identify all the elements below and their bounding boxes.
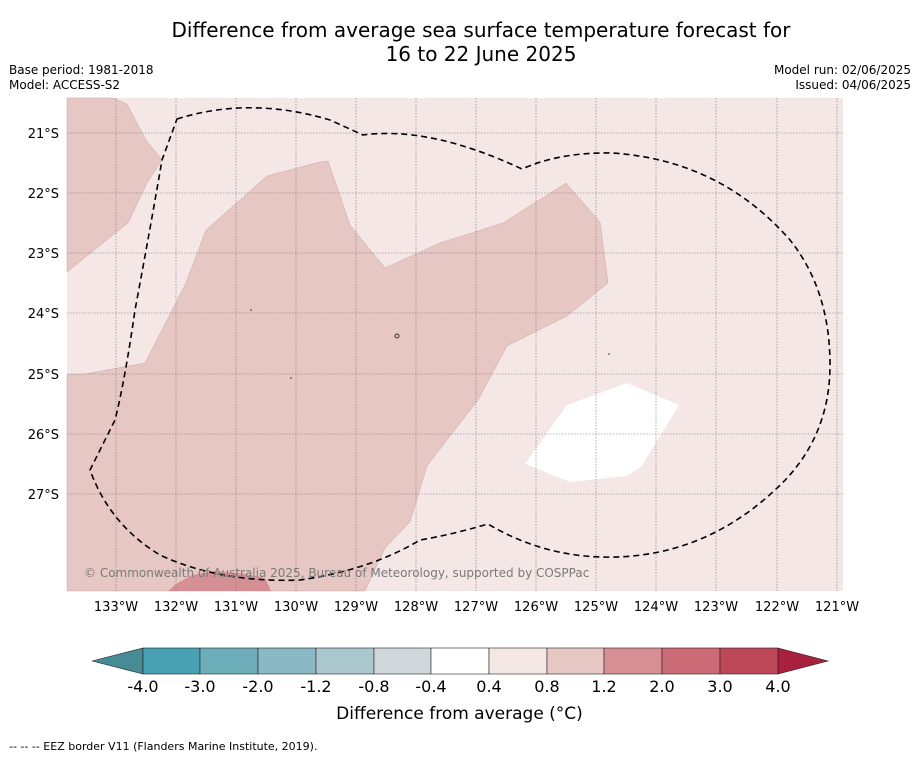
colorbar-segment [661,647,721,675]
model-run: Model run: 02/06/2025 [773,63,911,77]
colorbar-tick-label: -3.0 [184,677,216,696]
latitude-label: 25°S [28,368,59,383]
longitude-label: 128°W [394,600,438,615]
colorbar-tick-label: -4.0 [127,677,159,696]
latitude-label: 26°S [28,428,59,443]
colorbar-tick-label: 0.8 [534,677,560,696]
latitude-label: 22°S [28,187,59,202]
colorbar-segment [199,647,259,675]
colorbar-segment [719,647,779,675]
colorbar-tick-label: -0.4 [415,677,447,696]
issued-date: Issued: 04/06/2025 [795,78,911,92]
longitude-labels: 133°W 132°W 131°W 130°W 129°W 128°W 127°W 126°W… [94,600,859,615]
anomaly-region-near-zero [525,383,679,482]
longitude-label: 132°W [154,600,198,615]
colorbar-segment [603,647,663,675]
colorbar-segment [546,647,605,675]
longitude-label: 126°W [514,600,558,615]
colorbar-segment [488,647,548,675]
colorbar-tick-label: 4.0 [765,677,791,696]
longitude-label: 127°W [454,600,498,615]
longitude-label: 133°W [94,600,138,615]
colorbar-extend-high [777,647,830,675]
contour-speck [290,377,292,379]
colorbar-tick-label: -2.0 [242,677,274,696]
colorbar-tick-label: 0.4 [476,677,502,696]
latitude-label: 21°S [28,127,59,142]
contour-speck [608,353,610,355]
colorbar-tick-label: 3.0 [707,677,733,696]
colorbar-segment [373,647,432,675]
longitude-label: 124°W [634,600,678,615]
latitude-labels: 21°S 22°S 23°S 24°S 25°S 26°S 27°S [28,127,59,503]
meta-right: Model run: 02/06/2025 Issued: 04/06/2025 [774,63,911,93]
latitude-label: 27°S [28,488,59,503]
eez-border [89,106,831,582]
longitude-label: 131°W [214,600,258,615]
map-area: © Commonwealth of Australia 2025, Bureau… [66,97,843,592]
colorbar-tick-label: -0.8 [358,677,390,696]
meta-left: Base period: 1981-2018 Model: ACCESS-S2 [9,63,154,93]
colorbar-tick-label: 1.2 [591,677,617,696]
title-line-1: Difference from average sea surface temp… [171,18,791,42]
model-name: Model: ACCESS-S2 [9,78,121,92]
colorbar-segment [257,647,317,675]
colorbar-segment [430,647,490,675]
colorbar-title: Difference from average (°C) [336,704,583,724]
eez-footer-note: -- -- -- EEZ border V11 (Flanders Marine… [9,740,318,753]
map-title: Difference from average sea surface temp… [0,18,919,66]
anomaly-region-1.2-2.0 [168,571,271,591]
longitude-label: 123°W [694,600,738,615]
colorbar-extend-low [91,647,144,675]
longitude-label: 130°W [274,600,318,615]
gridlines [67,98,843,591]
latitude-label: 23°S [28,247,59,262]
longitude-label: 125°W [574,600,618,615]
longitude-label: 121°W [815,600,859,615]
latitude-label: 24°S [28,307,59,322]
colorbar-segment [315,647,375,675]
colorbar-tick-label: -1.2 [300,677,332,696]
longitude-label: 122°W [755,600,799,615]
longitude-label: 129°W [334,600,378,615]
colorbar [91,647,830,675]
base-period: Base period: 1981-2018 [9,63,154,77]
colorbar-segment [142,647,201,675]
title-line-2: 16 to 22 June 2025 [385,42,577,66]
anomaly-region-0.8-1.2 [66,160,609,592]
colorbar-tick-label: 2.0 [649,677,675,696]
map-copyright: © Commonwealth of Australia 2025, Bureau… [84,566,589,580]
contour-speck [250,309,252,311]
contour-speck [394,333,400,339]
